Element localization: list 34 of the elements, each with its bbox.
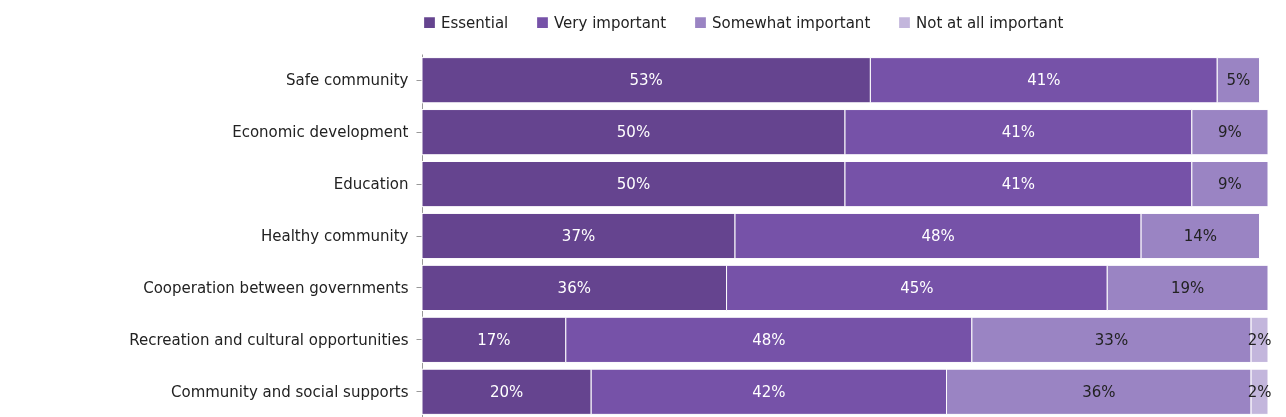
data-label: 48% [752,330,786,349]
data-label: 41% [1027,71,1061,90]
data-label: 36% [1082,382,1116,401]
data-label: 14% [1183,227,1217,245]
y-tick-label: Education [333,175,409,194]
data-label: 33% [1094,330,1129,349]
data-label: 42% [752,382,786,401]
y-tick-label: Economic development [232,123,409,142]
data-label: 41% [1001,123,1036,142]
data-label: 5% [1226,71,1251,90]
legend-label: Very important [554,13,667,32]
legend-label: Somewhat important [712,13,871,32]
data-label: 9% [1218,123,1242,142]
data-label: 2% [1247,382,1272,401]
data-label: 36% [557,278,591,297]
data-label: 37% [561,227,596,245]
data-label: 9% [1218,175,1242,194]
y-tick-label: Recreation and cultural opportunities [129,330,409,349]
y-tick-label: Cooperation between governments [143,278,409,297]
legend-label: Not at all important [916,13,1064,32]
data-label: 19% [1170,278,1205,297]
data-label: 41% [1001,175,1036,194]
data-label: 45% [900,278,934,297]
data-label: 48% [921,227,955,245]
legend-label: Essential [441,13,509,32]
data-label: 50% [616,123,651,142]
data-label: 50% [616,175,651,194]
data-label: 20% [489,382,524,401]
data-label: 2% [1247,330,1272,349]
data-label: 17% [477,330,511,349]
y-tick-label: Community and social supports [170,382,409,401]
y-tick-label: Healthy community [261,227,409,245]
y-tick-label: Safe community [285,71,409,90]
data-label: 53% [629,71,663,90]
